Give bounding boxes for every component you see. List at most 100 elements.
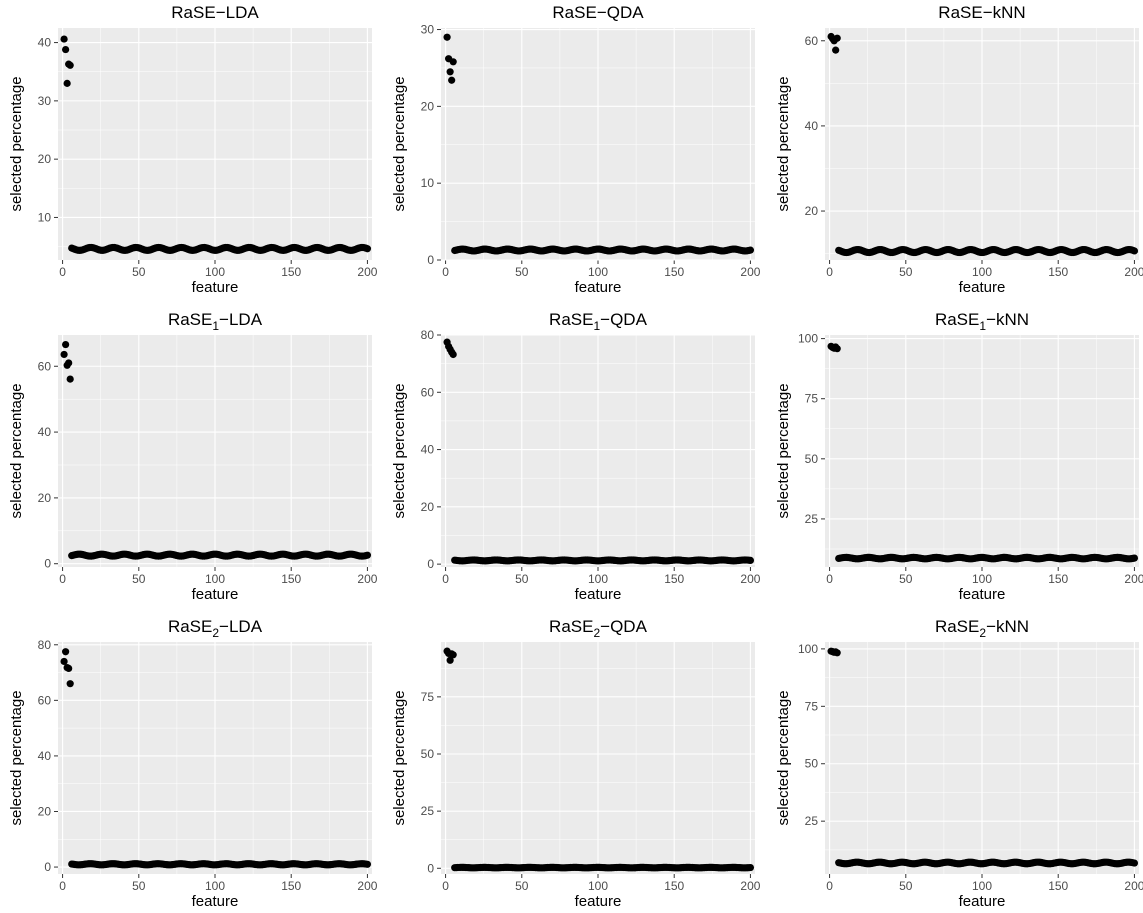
y-tick-label: 75 bbox=[805, 699, 819, 713]
panel-title: RaSE−kNN bbox=[938, 3, 1025, 22]
y-tick-label: 0 bbox=[427, 253, 434, 267]
y-tick-label: 0 bbox=[427, 557, 434, 571]
x-tick-label: 150 bbox=[1048, 879, 1068, 893]
y-tick-label: 30 bbox=[38, 94, 52, 108]
x-tick-label: 100 bbox=[205, 265, 225, 279]
panel-title: RaSE1−LDA bbox=[168, 310, 263, 333]
data-points bbox=[827, 647, 1139, 868]
y-axis-title: selected percentage bbox=[391, 690, 408, 825]
x-tick-label: 150 bbox=[1048, 265, 1068, 279]
x-tick-label: 0 bbox=[826, 879, 833, 893]
signal-point bbox=[833, 34, 841, 42]
y-tick-label: 50 bbox=[805, 452, 819, 466]
chart-panel-1: 0 50 100 150 200 10 20 30 40 RaSE−LDA feature selec… bbox=[8, 3, 378, 296]
x-tick-label: 50 bbox=[899, 572, 913, 586]
x-tick-label: 0 bbox=[442, 572, 449, 586]
data-points bbox=[60, 648, 372, 869]
y-tick-label: 75 bbox=[421, 690, 435, 704]
y-tick-label: 80 bbox=[421, 328, 435, 342]
x-tick-label: 150 bbox=[281, 265, 301, 279]
y-tick-label: 100 bbox=[798, 642, 818, 656]
x-tick-label: 200 bbox=[357, 265, 377, 279]
y-tick-label: 40 bbox=[421, 443, 435, 457]
panel-title: RaSE2−QDA bbox=[549, 617, 648, 640]
x-tick-label: 0 bbox=[442, 879, 449, 893]
panel-title: RaSE1−kNN bbox=[935, 310, 1029, 333]
x-tick-label: 0 bbox=[826, 572, 833, 586]
y-tick-label: 20 bbox=[421, 99, 435, 113]
signal-point bbox=[449, 651, 457, 659]
chart-panel-5: 0 50 100 150 200 0 20 40 60 80 RaSE1−QDA feature sel… bbox=[391, 310, 761, 603]
noise-point bbox=[746, 556, 755, 565]
y-tick-label: 60 bbox=[421, 385, 435, 399]
y-tick-label: 80 bbox=[38, 638, 52, 652]
signal-point bbox=[448, 76, 456, 84]
panel-title: RaSE2−kNN bbox=[935, 617, 1029, 640]
x-tick-label: 200 bbox=[1124, 265, 1143, 279]
signal-point bbox=[60, 657, 68, 666]
x-axis-title: feature bbox=[959, 279, 1006, 296]
signal-point bbox=[60, 35, 68, 43]
x-axis-title: feature bbox=[192, 893, 239, 910]
y-tick-label: 10 bbox=[421, 176, 435, 190]
y-tick-label: 20 bbox=[805, 204, 819, 218]
y-tick-label: 60 bbox=[38, 359, 52, 373]
noise-point bbox=[363, 551, 372, 559]
x-tick-label: 100 bbox=[972, 572, 992, 586]
panel-title: RaSE−LDA bbox=[171, 3, 259, 22]
signal-point bbox=[449, 350, 457, 359]
chart-panel-9: 0 50 100 150 200 25 50 75 100 RaSE2−kNN feature sel… bbox=[775, 617, 1143, 910]
chart-panel-2: 0 50 100 150 200 0 10 20 30 RaSE−QDA feature select… bbox=[391, 3, 761, 296]
x-axis-title: feature bbox=[192, 586, 239, 603]
noise-point bbox=[746, 863, 755, 872]
x-tick-label: 50 bbox=[515, 265, 529, 279]
x-axis-title: feature bbox=[192, 279, 239, 296]
x-tick-label: 50 bbox=[899, 879, 913, 893]
y-axis-title: selected percentage bbox=[775, 383, 792, 518]
y-tick-label: 20 bbox=[38, 152, 52, 166]
noise-point bbox=[363, 860, 372, 868]
x-tick-label: 150 bbox=[664, 265, 684, 279]
signal-point bbox=[446, 68, 454, 76]
x-tick-label: 50 bbox=[515, 572, 529, 586]
x-axis-title: feature bbox=[575, 586, 622, 603]
data-points bbox=[827, 342, 1139, 563]
signal-point bbox=[66, 375, 74, 383]
panel-title: RaSE2−LDA bbox=[168, 617, 263, 640]
signal-point bbox=[449, 58, 457, 66]
y-tick-label: 40 bbox=[805, 119, 819, 133]
y-tick-label: 40 bbox=[38, 749, 52, 763]
signal-point bbox=[446, 656, 454, 664]
y-axis-title: selected percentage bbox=[8, 690, 25, 825]
y-tick-label: 10 bbox=[38, 210, 52, 224]
x-tick-label: 50 bbox=[132, 879, 146, 893]
data-points bbox=[443, 33, 755, 255]
signal-point bbox=[65, 359, 73, 367]
signal-point bbox=[62, 648, 70, 656]
x-axis-title: feature bbox=[575, 893, 622, 910]
x-tick-label: 50 bbox=[515, 879, 529, 893]
y-tick-label: 50 bbox=[805, 757, 819, 771]
x-tick-label: 200 bbox=[1124, 572, 1143, 586]
y-tick-label: 40 bbox=[38, 425, 52, 439]
x-axis-title: feature bbox=[959, 893, 1006, 910]
signal-point bbox=[62, 340, 70, 349]
noise-point bbox=[1130, 859, 1139, 867]
x-axis-title: feature bbox=[575, 279, 622, 296]
x-tick-label: 100 bbox=[588, 879, 608, 893]
y-tick-label: 0 bbox=[44, 860, 51, 874]
x-tick-label: 0 bbox=[59, 572, 66, 586]
y-tick-label: 60 bbox=[38, 693, 52, 707]
x-tick-label: 200 bbox=[1124, 879, 1143, 893]
x-tick-label: 100 bbox=[588, 572, 608, 586]
chart-panel-7: 0 50 100 150 200 0 20 40 60 80 RaSE2−LDA feature sel… bbox=[8, 617, 378, 910]
data-points bbox=[827, 32, 1139, 257]
panel-title: RaSE−QDA bbox=[552, 3, 644, 22]
signal-point bbox=[66, 680, 74, 688]
x-tick-label: 100 bbox=[205, 879, 225, 893]
x-tick-label: 200 bbox=[357, 879, 377, 893]
noise-point bbox=[746, 246, 755, 254]
y-axis-title: selected percentage bbox=[8, 383, 25, 518]
y-tick-label: 0 bbox=[427, 861, 434, 875]
y-tick-label: 75 bbox=[805, 392, 819, 406]
